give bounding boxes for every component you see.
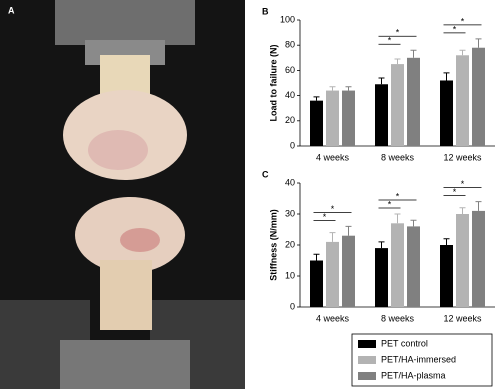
error-bar: [443, 72, 450, 81]
y-tick-label: 20: [285, 239, 295, 249]
bar: [440, 245, 453, 307]
panel-label: A: [8, 5, 15, 15]
bar: [310, 100, 323, 146]
legend-label: PET control: [381, 338, 428, 348]
y-axis-label: Stiffness (N/mm): [268, 209, 278, 281]
x-tick-label: 12 weeks: [443, 152, 482, 162]
significance-label: *: [388, 199, 392, 209]
error-bar: [459, 207, 466, 214]
error-bar: [345, 86, 352, 91]
significance-label: *: [331, 204, 335, 214]
bar: [342, 235, 355, 307]
panel-label: C: [262, 169, 269, 179]
y-axis-label: Load to failure (N): [268, 45, 278, 122]
y-tick-label: 30: [285, 208, 295, 218]
error-bar: [313, 96, 320, 101]
bar: [456, 214, 469, 307]
y-tick-label: 0: [290, 301, 295, 311]
bar: [472, 47, 485, 146]
significance-label: *: [453, 24, 457, 34]
x-tick-label: 4 weeks: [316, 152, 350, 162]
bar: [326, 90, 339, 146]
x-tick-label: 4 weeks: [316, 313, 350, 323]
panel-label: B: [262, 6, 269, 16]
significance-label: *: [453, 187, 457, 197]
bar: [375, 84, 388, 146]
legend-label: PET/HA-immersed: [381, 354, 456, 364]
legend-swatch: [358, 356, 376, 364]
tibia-shaft: [100, 260, 152, 330]
y-tick-label: 80: [285, 40, 295, 50]
significance-label: *: [396, 28, 400, 38]
upper-clamp: [55, 0, 195, 45]
y-tick-label: 40: [285, 177, 295, 187]
legend-label: PET/HA-plasma: [381, 370, 446, 380]
y-tick-label: 40: [285, 90, 295, 100]
bar: [375, 248, 388, 307]
tissue: [120, 228, 160, 252]
y-tick-label: 20: [285, 115, 295, 125]
legend: PET control PET/HA-immersed PET/HA-plasma: [351, 333, 493, 387]
error-bar: [410, 49, 417, 58]
x-tick-label: 8 weeks: [381, 152, 415, 162]
bar: [472, 210, 485, 307]
error-bar: [329, 86, 336, 91]
x-tick-label: 8 weeks: [381, 313, 415, 323]
bar: [391, 64, 404, 146]
error-bar: [378, 241, 385, 249]
significance-label: *: [461, 179, 465, 189]
significance-label: *: [396, 191, 400, 201]
photo: A: [0, 0, 245, 389]
error-bar: [394, 58, 401, 65]
bar: [310, 260, 323, 307]
legend-swatch: [358, 372, 376, 380]
bar: [326, 241, 339, 307]
error-bar: [329, 232, 336, 242]
y-tick-label: 60: [285, 65, 295, 75]
error-bar: [410, 219, 417, 227]
significance-label: *: [388, 36, 392, 46]
tissue: [88, 130, 148, 170]
bar: [456, 55, 469, 146]
error-bar: [475, 201, 482, 211]
bar: [391, 223, 404, 307]
error-bar: [475, 38, 482, 48]
error-bar: [313, 253, 320, 261]
error-bar: [345, 225, 352, 236]
y-tick-label: 0: [290, 140, 295, 150]
bar: [407, 57, 420, 146]
error-bar: [378, 77, 385, 85]
error-bar: [394, 213, 401, 224]
significance-label: *: [461, 16, 465, 26]
bar: [407, 226, 420, 307]
y-tick-label: 10: [285, 270, 295, 280]
x-tick-label: 12 weeks: [443, 313, 482, 323]
y-tick-label: 100: [280, 14, 295, 24]
bar: [440, 80, 453, 146]
error-bar: [443, 238, 450, 245]
legend-swatch: [358, 340, 376, 348]
lower-clamp-base: [60, 340, 190, 389]
significance-label: *: [323, 212, 327, 222]
bar: [342, 90, 355, 146]
error-bar: [459, 49, 466, 56]
